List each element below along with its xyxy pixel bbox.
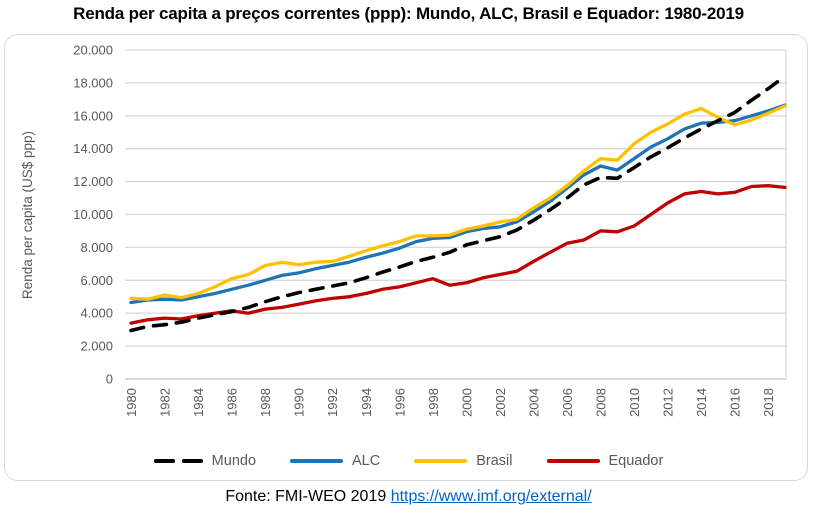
- legend-dash-segment: [153, 458, 175, 464]
- x-tick-label: 2008: [594, 388, 609, 417]
- y-tick-label: 20.000: [73, 43, 113, 58]
- x-tick-label: 1984: [191, 388, 206, 417]
- y-tick-label: 10.000: [73, 207, 113, 222]
- x-tick-label: 1996: [392, 388, 407, 417]
- y-tick-label: 4.000: [80, 306, 113, 321]
- x-tick-label: 1982: [158, 388, 173, 417]
- x-tick-label: 2006: [560, 388, 575, 417]
- legend: Mundo ALC Brasil Equador: [0, 448, 817, 474]
- legend-sample-brasil: [414, 458, 468, 464]
- y-tick-label: 8.000: [80, 240, 113, 255]
- x-tick-label: 2010: [627, 388, 642, 417]
- chart-frame: [4, 34, 808, 481]
- legend-dash-segment: [181, 458, 203, 464]
- y-tick-label: 12.000: [73, 174, 113, 189]
- y-tick-label: 2.000: [80, 339, 113, 354]
- series-line-brasil: [129, 104, 787, 301]
- x-tick-label: 1994: [359, 388, 374, 417]
- x-tick-label: 1992: [325, 388, 340, 417]
- source-text: Fonte: FMI-WEO 2019: [225, 488, 391, 505]
- legend-line-sample: [414, 458, 468, 464]
- legend-item-mundo: Mundo: [153, 453, 257, 469]
- x-tick-label: 2018: [761, 388, 776, 417]
- chart-title: Renda per capita a preços correntes (ppp…: [73, 4, 744, 23]
- legend-sample-mundo: [153, 458, 203, 464]
- x-tick-label: 1988: [258, 388, 273, 417]
- series-line-mundo: [129, 74, 787, 333]
- y-tick-label: 18.000: [73, 75, 113, 90]
- x-tick-label: 1980: [124, 388, 139, 417]
- legend-item-alc: ALC: [290, 453, 380, 469]
- legend-line-sample: [546, 458, 600, 464]
- legend-line-sample: [290, 458, 344, 464]
- legend-label: Equador: [608, 453, 664, 469]
- y-tick-label: 16.000: [73, 108, 113, 123]
- legend-item-brasil: Brasil: [414, 453, 513, 469]
- legend-item-equador: Equador: [546, 453, 664, 469]
- source-line: Fonte: FMI-WEO 2019 https://www.imf.org/…: [0, 488, 817, 506]
- x-tick-label: 1990: [292, 388, 307, 417]
- legend-sample-equador: [546, 458, 600, 464]
- legend-label: ALC: [352, 453, 381, 469]
- x-tick-label: 2004: [526, 388, 541, 417]
- legend-label: Brasil: [476, 453, 513, 469]
- source-link[interactable]: https://www.imf.org/external/: [390, 488, 592, 505]
- y-tick-label: 14.000: [73, 141, 113, 156]
- x-tick-label: 2002: [493, 388, 508, 417]
- x-tick-label: 1986: [225, 388, 240, 417]
- y-tick-label: 6.000: [80, 273, 113, 288]
- y-tick-label: 0: [106, 372, 113, 387]
- legend-label: Mundo: [211, 453, 257, 469]
- y-axis-title: Renda per capita (US$ ppp): [20, 130, 35, 300]
- x-tick-label: 2016: [728, 388, 743, 417]
- x-tick-label: 2012: [661, 388, 676, 417]
- x-tick-label: 2014: [694, 388, 709, 417]
- x-tick-label: 2000: [459, 388, 474, 417]
- series-line-equador: [129, 184, 787, 325]
- x-tick-label: 1998: [426, 388, 441, 417]
- legend-sample-alc: [290, 458, 344, 464]
- series-line-alc: [129, 103, 787, 305]
